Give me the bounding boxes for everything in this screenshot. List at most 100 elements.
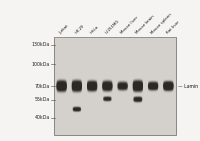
Ellipse shape: [133, 83, 142, 85]
Ellipse shape: [149, 84, 158, 86]
Ellipse shape: [133, 87, 142, 90]
Ellipse shape: [103, 86, 112, 89]
FancyBboxPatch shape: [54, 37, 176, 135]
Ellipse shape: [104, 99, 111, 100]
Ellipse shape: [72, 86, 81, 88]
Text: Jurkat: Jurkat: [59, 23, 70, 35]
Ellipse shape: [134, 97, 142, 99]
Ellipse shape: [164, 85, 173, 88]
Ellipse shape: [88, 83, 97, 86]
Ellipse shape: [133, 85, 142, 88]
Ellipse shape: [104, 97, 111, 98]
Ellipse shape: [134, 97, 142, 98]
Ellipse shape: [118, 81, 127, 83]
Ellipse shape: [72, 83, 81, 86]
Text: Mouse liver: Mouse liver: [120, 15, 139, 35]
Ellipse shape: [57, 81, 66, 83]
Ellipse shape: [133, 89, 142, 92]
Ellipse shape: [57, 88, 66, 90]
Ellipse shape: [104, 99, 111, 100]
Ellipse shape: [88, 83, 97, 85]
Ellipse shape: [57, 85, 66, 88]
Ellipse shape: [88, 88, 97, 91]
Ellipse shape: [104, 99, 111, 100]
Ellipse shape: [72, 82, 81, 85]
Ellipse shape: [149, 84, 158, 86]
Ellipse shape: [103, 85, 112, 87]
Ellipse shape: [88, 85, 97, 87]
Ellipse shape: [104, 98, 111, 99]
Ellipse shape: [133, 88, 142, 90]
Ellipse shape: [104, 98, 111, 99]
Ellipse shape: [164, 86, 173, 88]
Ellipse shape: [103, 90, 112, 92]
Ellipse shape: [104, 100, 111, 101]
Ellipse shape: [88, 80, 97, 82]
Text: 100kDa: 100kDa: [32, 62, 50, 67]
Ellipse shape: [133, 80, 142, 83]
Ellipse shape: [133, 89, 142, 92]
Ellipse shape: [118, 82, 127, 84]
Ellipse shape: [104, 97, 111, 98]
Text: Rat liver: Rat liver: [166, 20, 180, 35]
Ellipse shape: [104, 98, 111, 99]
Ellipse shape: [134, 98, 142, 99]
Ellipse shape: [134, 97, 142, 98]
Ellipse shape: [72, 81, 81, 83]
Ellipse shape: [149, 82, 158, 84]
Ellipse shape: [134, 101, 142, 102]
Ellipse shape: [134, 98, 142, 99]
Ellipse shape: [103, 81, 112, 83]
Ellipse shape: [72, 85, 81, 88]
Ellipse shape: [133, 81, 142, 83]
Ellipse shape: [72, 86, 81, 89]
Ellipse shape: [74, 109, 80, 110]
Ellipse shape: [74, 107, 80, 108]
Ellipse shape: [57, 83, 66, 85]
Ellipse shape: [57, 85, 66, 88]
Ellipse shape: [134, 101, 142, 102]
Ellipse shape: [103, 85, 112, 88]
Ellipse shape: [118, 82, 127, 84]
Ellipse shape: [134, 99, 142, 101]
Ellipse shape: [134, 99, 142, 100]
Ellipse shape: [149, 87, 158, 89]
Ellipse shape: [72, 89, 81, 91]
Ellipse shape: [88, 84, 97, 86]
Ellipse shape: [133, 83, 142, 86]
Ellipse shape: [118, 83, 127, 85]
Ellipse shape: [57, 83, 66, 86]
Ellipse shape: [133, 82, 142, 84]
Ellipse shape: [118, 86, 127, 88]
Ellipse shape: [118, 88, 127, 90]
Ellipse shape: [133, 86, 142, 89]
Ellipse shape: [57, 82, 66, 84]
Ellipse shape: [118, 85, 127, 87]
Ellipse shape: [149, 86, 158, 88]
Ellipse shape: [72, 82, 81, 84]
Ellipse shape: [103, 84, 112, 87]
Ellipse shape: [88, 85, 97, 88]
Ellipse shape: [134, 98, 142, 100]
Ellipse shape: [74, 109, 80, 110]
Ellipse shape: [164, 87, 173, 89]
Ellipse shape: [118, 87, 127, 89]
Ellipse shape: [88, 81, 97, 83]
Ellipse shape: [103, 87, 112, 90]
Ellipse shape: [57, 90, 66, 92]
Ellipse shape: [103, 88, 112, 90]
Ellipse shape: [149, 89, 158, 91]
Ellipse shape: [57, 89, 66, 92]
Ellipse shape: [104, 99, 111, 100]
Ellipse shape: [74, 107, 80, 108]
Ellipse shape: [103, 87, 112, 89]
Ellipse shape: [103, 83, 112, 85]
Ellipse shape: [104, 98, 111, 99]
Ellipse shape: [74, 109, 80, 110]
Ellipse shape: [133, 88, 142, 91]
Ellipse shape: [164, 85, 173, 87]
Ellipse shape: [164, 88, 173, 90]
Ellipse shape: [134, 99, 142, 101]
Ellipse shape: [88, 84, 97, 87]
Text: HeLa: HeLa: [89, 25, 99, 35]
